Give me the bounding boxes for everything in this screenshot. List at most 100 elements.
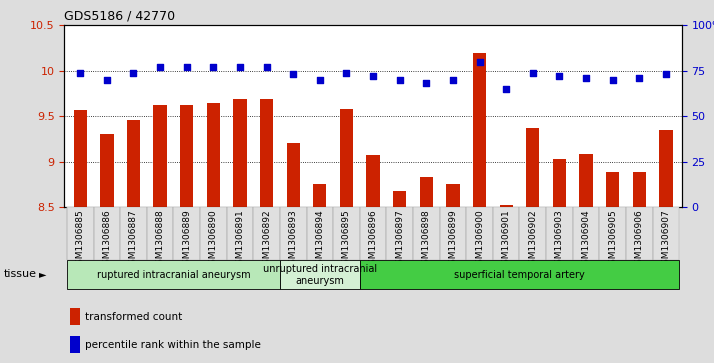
Text: GSM1306902: GSM1306902: [528, 209, 538, 270]
Bar: [393, 191, 406, 207]
Bar: [94, 207, 120, 260]
Point: [607, 77, 618, 83]
Bar: [206, 102, 220, 207]
Text: GSM1306889: GSM1306889: [182, 209, 191, 270]
Point: [447, 77, 458, 83]
Point: [501, 86, 512, 92]
Bar: [420, 177, 433, 207]
Bar: [174, 207, 200, 260]
Text: GSM1306907: GSM1306907: [661, 209, 670, 270]
Bar: [233, 99, 246, 207]
Point: [261, 64, 272, 70]
Point: [341, 70, 352, 76]
Bar: [520, 207, 546, 260]
Bar: [286, 143, 300, 207]
Bar: [100, 134, 114, 207]
Bar: [280, 261, 360, 289]
Text: tissue: tissue: [4, 269, 36, 279]
Bar: [360, 207, 386, 260]
Bar: [466, 207, 493, 260]
Bar: [253, 207, 280, 260]
Text: GSM1306896: GSM1306896: [368, 209, 378, 270]
Point: [474, 59, 486, 65]
Text: GSM1306888: GSM1306888: [156, 209, 165, 270]
Bar: [333, 207, 360, 260]
Point: [314, 77, 326, 83]
Point: [421, 81, 432, 86]
Text: percentile rank within the sample: percentile rank within the sample: [85, 340, 261, 350]
Text: GSM1306903: GSM1306903: [555, 209, 564, 270]
Text: GSM1306890: GSM1306890: [208, 209, 218, 270]
Point: [154, 64, 166, 70]
Bar: [313, 184, 326, 207]
Bar: [200, 207, 226, 260]
Text: superficial temporal artery: superficial temporal artery: [454, 270, 585, 280]
Bar: [366, 155, 380, 207]
Text: GSM1306897: GSM1306897: [395, 209, 404, 270]
Bar: [71, 308, 80, 325]
Point: [367, 73, 378, 79]
Bar: [306, 207, 333, 260]
Bar: [280, 207, 306, 260]
Bar: [626, 207, 653, 260]
Text: GSM1306891: GSM1306891: [236, 209, 244, 270]
Bar: [154, 105, 167, 207]
Bar: [127, 120, 140, 207]
Text: GSM1306894: GSM1306894: [316, 209, 324, 270]
Text: unruptured intracranial
aneurysm: unruptured intracranial aneurysm: [263, 264, 377, 286]
Bar: [360, 261, 679, 289]
Point: [101, 77, 113, 83]
Bar: [579, 154, 593, 207]
Bar: [386, 207, 413, 260]
Text: GSM1306895: GSM1306895: [342, 209, 351, 270]
Bar: [553, 159, 566, 207]
Text: GSM1306892: GSM1306892: [262, 209, 271, 270]
Point: [181, 64, 193, 70]
Text: GSM1306906: GSM1306906: [635, 209, 644, 270]
Text: GSM1306899: GSM1306899: [448, 209, 458, 270]
Point: [580, 75, 592, 81]
Bar: [147, 207, 174, 260]
Bar: [67, 207, 94, 260]
Text: GSM1306905: GSM1306905: [608, 209, 617, 270]
Bar: [340, 109, 353, 207]
Point: [234, 64, 246, 70]
Point: [633, 75, 645, 81]
Text: GSM1306887: GSM1306887: [129, 209, 138, 270]
Text: GDS5186 / 42770: GDS5186 / 42770: [64, 10, 176, 23]
Point: [208, 64, 219, 70]
Bar: [526, 128, 540, 207]
Bar: [74, 110, 87, 207]
Text: GSM1306901: GSM1306901: [502, 209, 511, 270]
Bar: [446, 184, 460, 207]
Text: ►: ►: [39, 269, 46, 279]
Point: [288, 72, 299, 77]
Text: GSM1306904: GSM1306904: [581, 209, 590, 270]
Bar: [226, 207, 253, 260]
Text: GSM1306898: GSM1306898: [422, 209, 431, 270]
Bar: [659, 130, 673, 207]
Point: [128, 70, 139, 76]
Text: GSM1306885: GSM1306885: [76, 209, 85, 270]
Point: [74, 70, 86, 76]
Text: transformed count: transformed count: [85, 311, 183, 322]
Bar: [599, 207, 626, 260]
Point: [527, 70, 538, 76]
Point: [553, 73, 565, 79]
Point: [394, 77, 406, 83]
Bar: [120, 207, 147, 260]
Bar: [500, 205, 513, 207]
Bar: [493, 207, 520, 260]
Bar: [653, 207, 679, 260]
Text: GSM1306900: GSM1306900: [475, 209, 484, 270]
Bar: [71, 336, 80, 353]
Bar: [67, 261, 280, 289]
Bar: [260, 99, 273, 207]
Bar: [573, 207, 599, 260]
Bar: [180, 105, 193, 207]
Text: GSM1306886: GSM1306886: [102, 209, 111, 270]
Bar: [546, 207, 573, 260]
Bar: [633, 172, 646, 207]
Bar: [473, 53, 486, 207]
Text: GSM1306893: GSM1306893: [288, 209, 298, 270]
